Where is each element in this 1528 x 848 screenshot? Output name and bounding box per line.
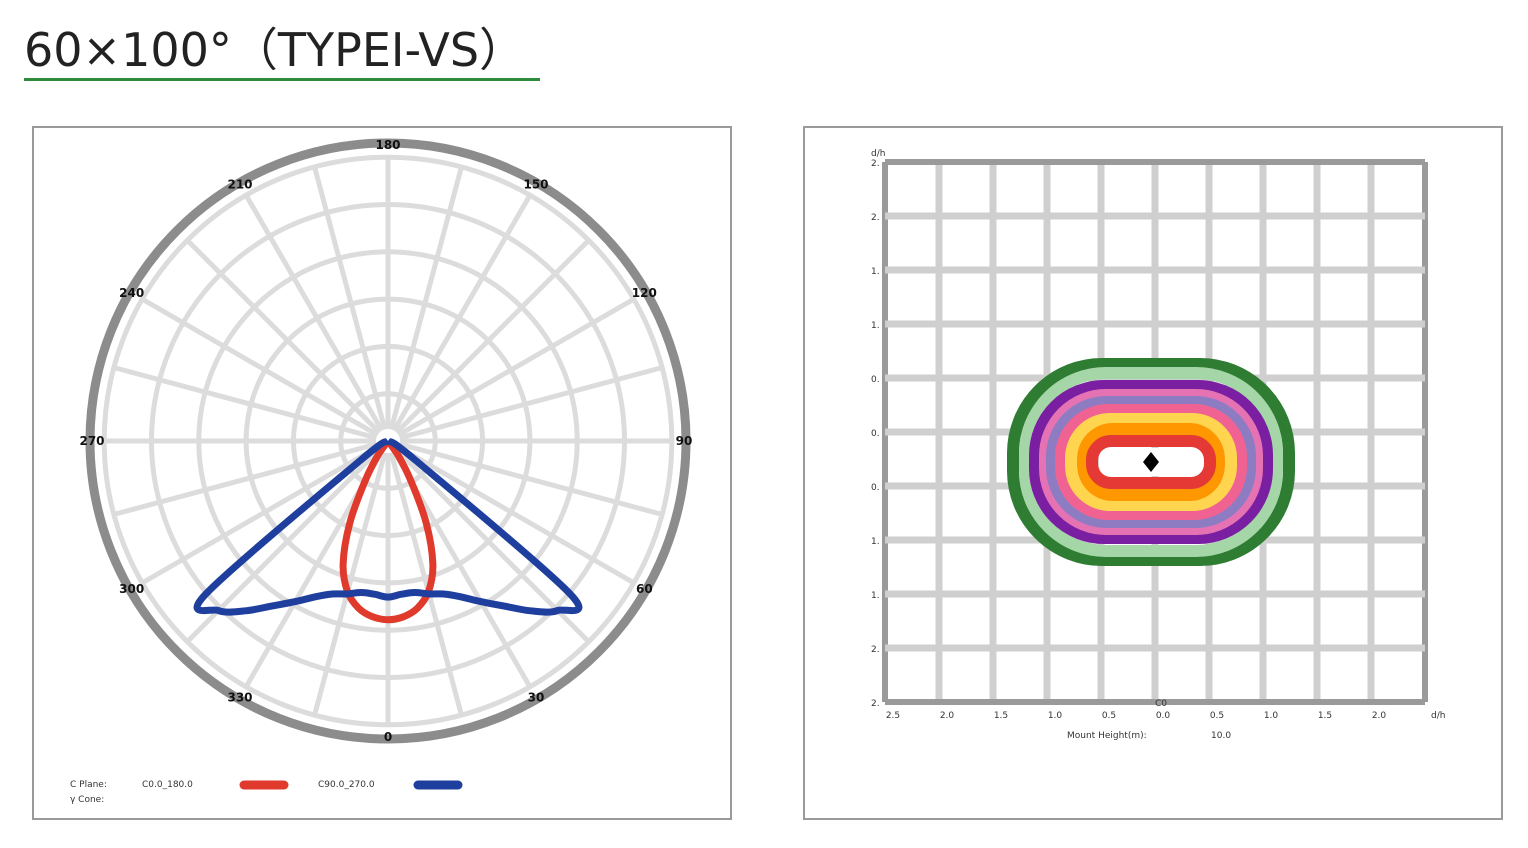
iso-contour-3 [1039,389,1263,535]
iso-y-tick-label: 1. [871,321,880,331]
polar-grid-spoke [398,364,665,441]
polar-grid-spoke [139,295,379,438]
iso-contour-1 [1019,367,1283,557]
polar-angle-label: 300 [119,582,144,596]
polar-outer-ring [85,138,691,744]
polar-grid-spoke [394,236,593,435]
legend-series-name: C90.0_270.0 [318,780,375,790]
polar-grid-spoke [111,441,378,518]
iso-y-tick-label: 1. [871,267,880,277]
iso-x-tick-label: 1.0 [1264,711,1279,721]
iso-x-axis-label: d/h [1431,711,1445,721]
legend-c-plane-label: C Plane: [70,780,107,790]
polar-grid-spoke [397,295,637,438]
polar-grid-spoke [398,441,665,518]
polar-grid-spoke [111,364,378,441]
iso-x-tick-label: 2.0 [1372,711,1387,721]
iso-x-tick-label: 1.0 [1048,711,1063,721]
iso-y-tick-label: 0. [871,483,880,493]
legend-gamma-label: γ Cone: [70,795,104,805]
polar-angle-label: 120 [632,286,657,300]
legend-series-name: C0.0_180.0 [142,780,193,790]
iso-plane-label: C0 [1155,699,1167,709]
isolux-chart-panel: 2. 2. 1. 1. 0. 0. 0. 1. 1. 2. 2. d/h 2.5 2.0 1.5 1.0 0.5… [803,126,1503,820]
polar-grid-spoke [183,447,382,646]
iso-y-tick-label: 1. [871,537,880,547]
iso-contour-8 [1086,435,1216,489]
polar-series-0 [339,438,437,624]
title-underline [24,78,540,81]
polar-angle-label: 240 [119,286,144,300]
iso-center-marker [1143,452,1159,472]
polar-grid-spoke [242,192,385,432]
iso-x-tick-label: 0.5 [1102,711,1116,721]
polar-angle-label: 270 [79,434,104,448]
polar-angle-label: 90 [676,434,693,448]
iso-y-axis-label: d/h [871,149,885,159]
iso-y-tick-label: 2. [871,159,880,169]
iso-x-tick-label: 0.5 [1210,711,1224,721]
polar-angle-label: 180 [375,138,400,152]
iso-y-tick-label: 0. [871,375,880,385]
polar-angle-label: 150 [523,178,548,192]
iso-contour-0 [1007,358,1295,566]
iso-y-tick-label: 2. [871,213,880,223]
polar-grid-spoke [397,444,637,587]
iso-contour-4 [1046,396,1256,528]
iso-contour-5 [1055,404,1247,520]
iso-y-tick-label: 0. [871,429,880,439]
polar-angle-label: 60 [636,582,653,596]
polar-angle-label: 30 [528,690,545,704]
polar-series-1 [193,437,583,616]
polar-grid-spoke [139,444,379,587]
iso-x-tick-label: 2.0 [940,711,955,721]
polar-chart-panel: 180 150 120 90 60 30 0 330 300 270 240 210 C Plane: γ… [32,126,732,820]
iso-contour-2 [1029,380,1273,544]
polar-angle-label: 0 [384,730,392,744]
iso-contour-6 [1065,413,1237,511]
polar-angle-label: 330 [227,690,252,704]
polar-grid-spoke [394,447,593,646]
iso-x-tick-label: 1.5 [1318,711,1332,721]
iso-y-tick-label: 2. [871,645,880,655]
polar-grid-spoke [311,164,388,431]
iso-mount-height-label: Mount Height(m): [1067,731,1147,741]
polar-grid-spoke [388,451,465,718]
polar-angle-label: 210 [227,178,252,192]
iso-x-tick-label: 0.0 [1156,711,1171,721]
iso-y-tick-label: 2. [871,699,880,709]
polar-grid-spoke [311,451,388,718]
page-title: 60×100°（TYPEⅠ-VS） [24,23,526,77]
polar-grid-spoke [391,192,534,432]
polar-grid-spoke [183,236,382,435]
isolux-chart: 2.2.1.1.0.0.0.1.1.2.2.d/h2.5 2.0 1.5 1.0 0.5… [871,149,1445,741]
iso-contour-7 [1077,423,1225,501]
polar-grid-spoke [388,164,465,431]
iso-x-tick-label: 1.5 [994,711,1008,721]
iso-mount-height-value: 10.0 [1211,731,1231,741]
iso-x-tick-label: 2.5 [886,711,900,721]
iso-y-tick-label: 1. [871,591,880,601]
